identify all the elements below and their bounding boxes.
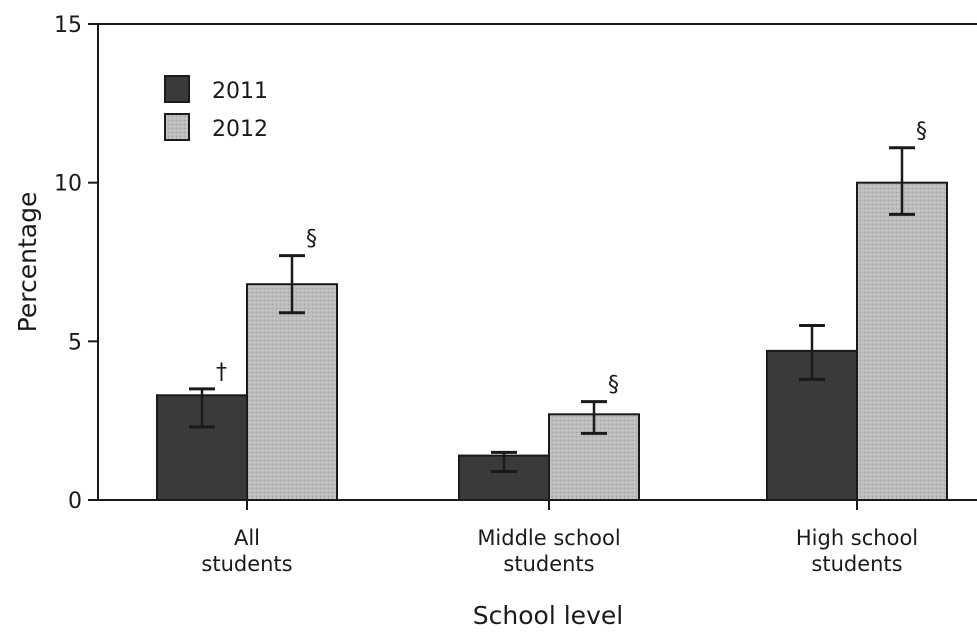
x-tick-label: High school students [796,526,918,576]
legend: 2011 2012 [164,75,268,142]
legend-label-2012: 2012 [212,117,268,142]
y-tick-label: 15 [54,13,82,38]
y-tick-label: 0 [68,489,82,514]
category-labels: All students Middle school students High sch… [201,526,918,576]
x-axis-title: School level [473,601,623,630]
bars [156,181,948,502]
error-bars [189,146,915,473]
legend-label-2011: 2011 [212,79,268,104]
y-tick-label: 5 [68,330,82,355]
significance-mark: § [916,119,927,144]
legend-swatch-2012 [164,113,190,141]
x-tick-label: Middle school students [477,526,620,576]
y-axis-title: Percentage [13,192,42,333]
legend-swatch-2011 [164,75,190,103]
annotations: † § § § [216,119,927,398]
significance-mark: § [608,373,619,398]
bar-2012-0 [246,283,338,502]
x-tick-label: All students [201,526,292,576]
y-tick-label: 10 [54,172,82,197]
bar-2012-2 [856,181,948,502]
significance-mark: § [306,227,317,252]
significance-mark: † [216,360,227,385]
